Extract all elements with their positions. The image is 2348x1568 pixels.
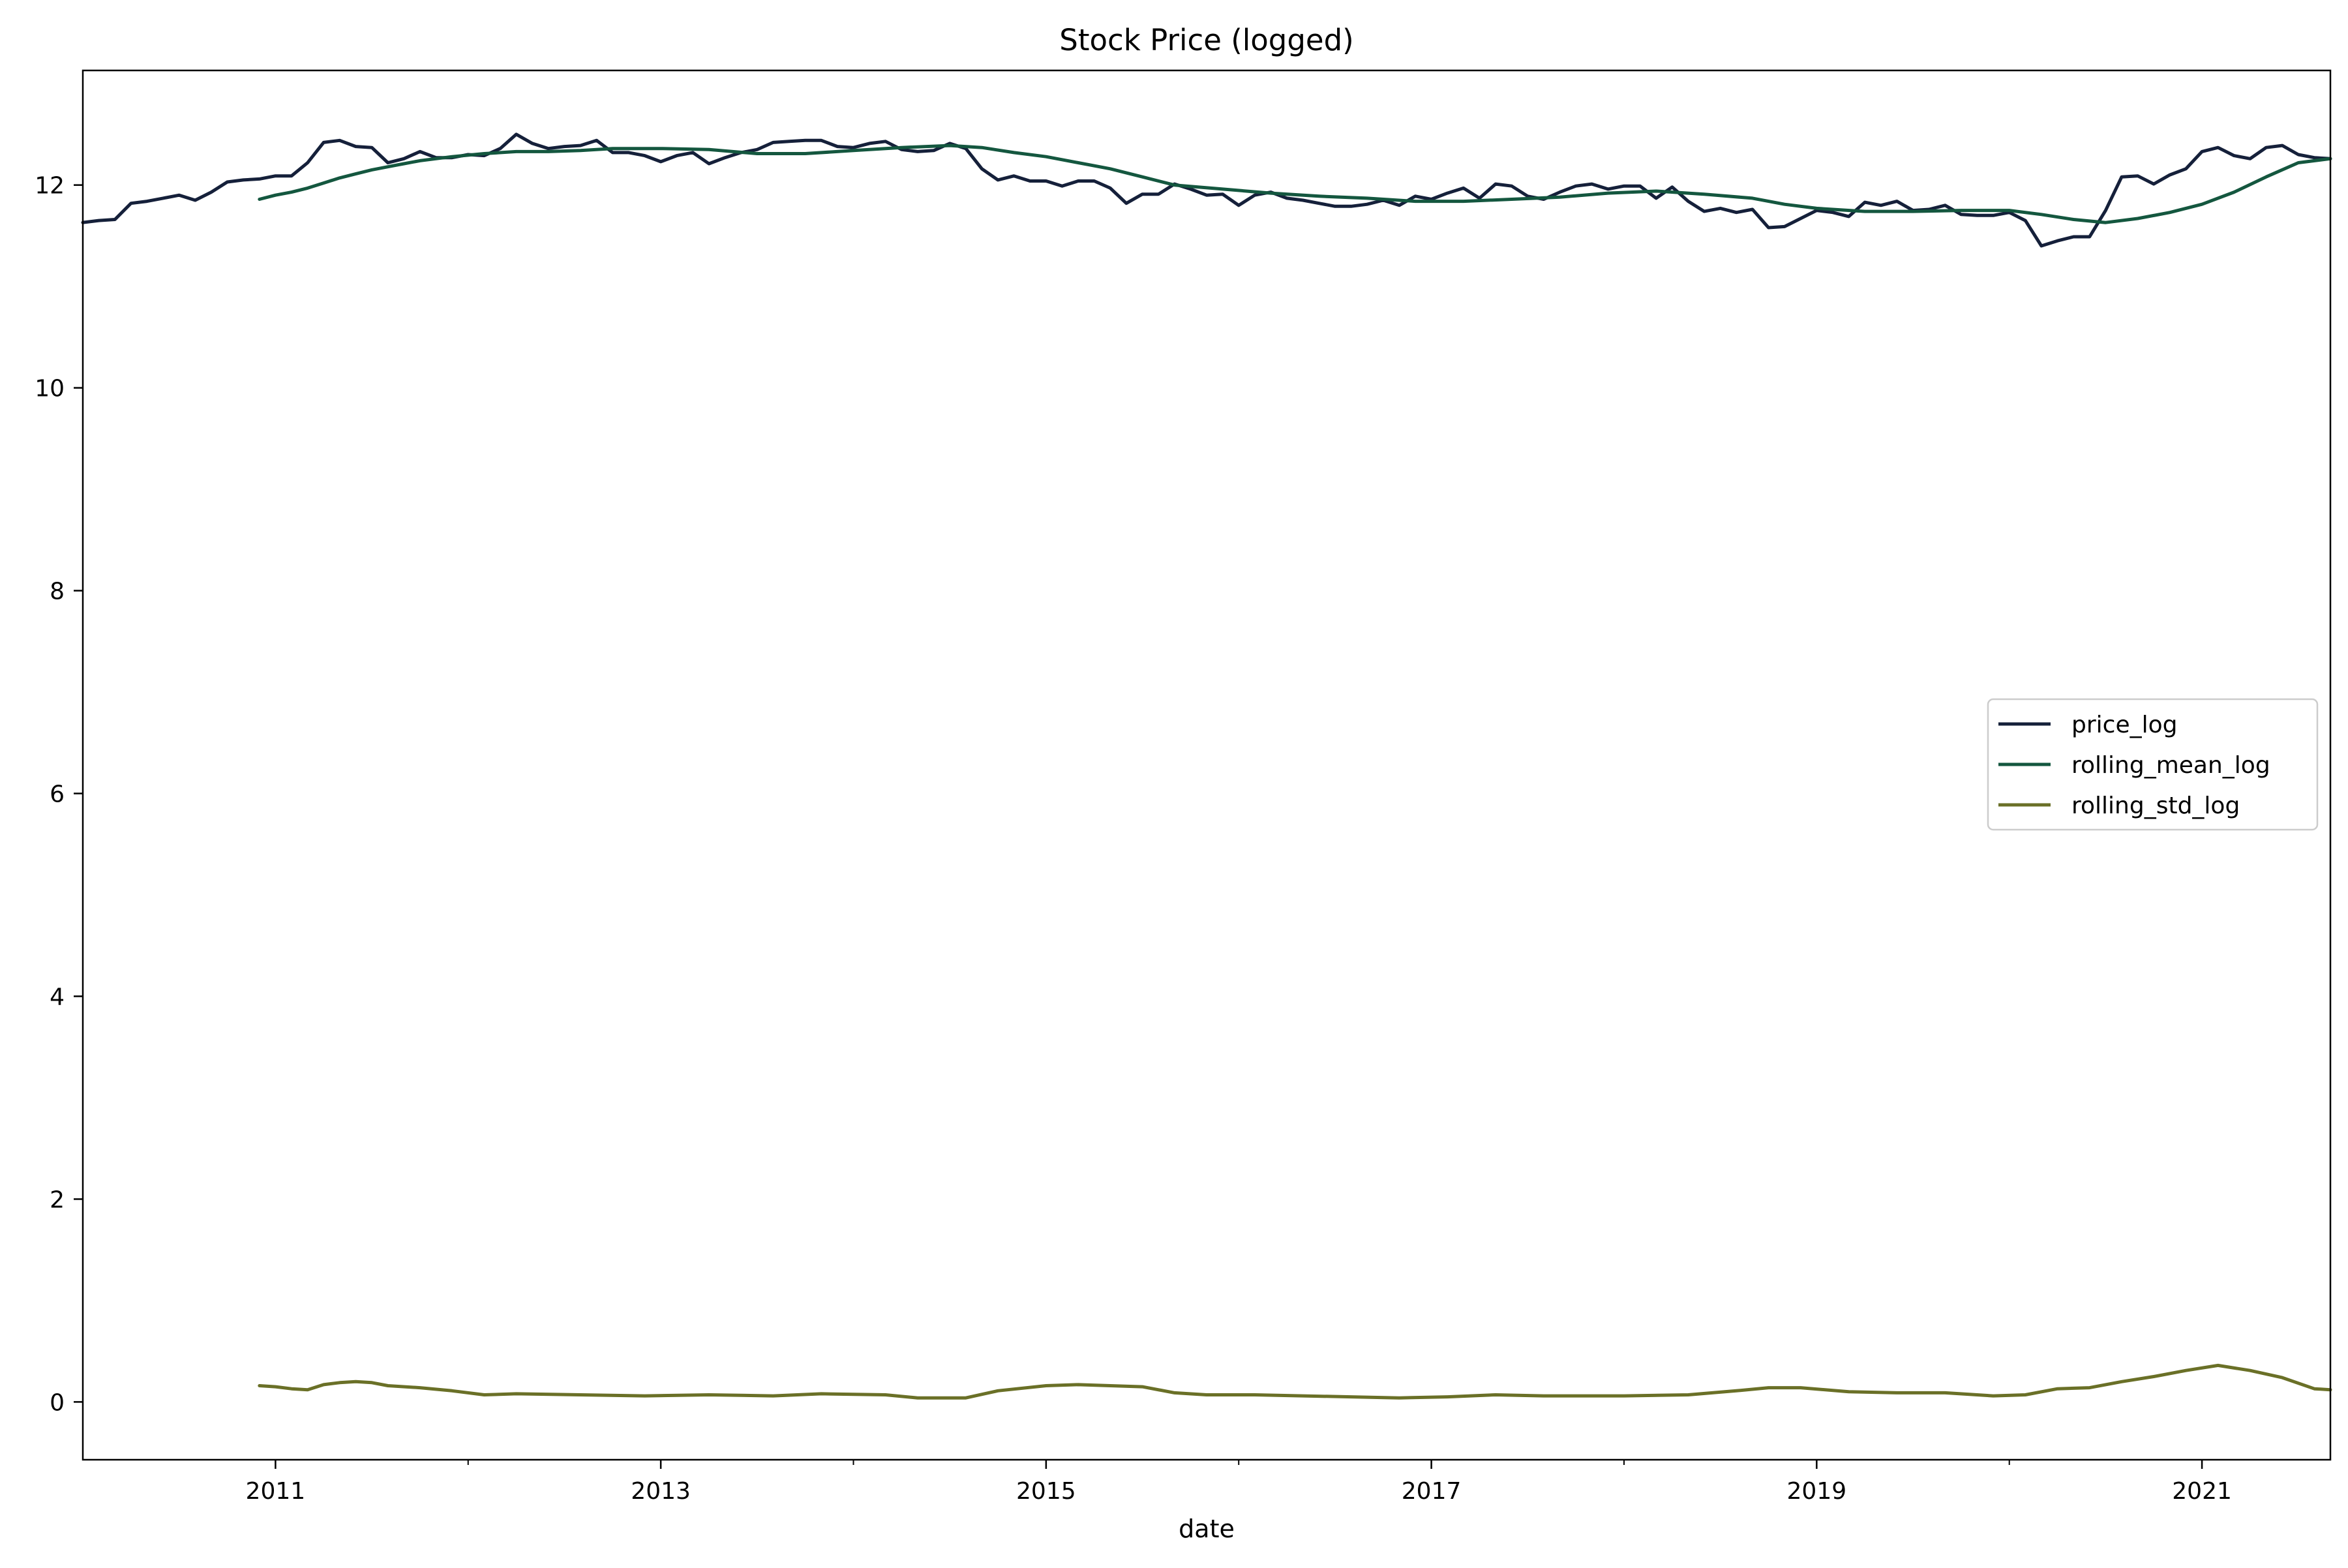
legend-label-rolling-std-log: rolling_std_log xyxy=(2071,792,2240,819)
y-tick-label: 4 xyxy=(50,984,65,1010)
chart-title: Stock Price (logged) xyxy=(1059,23,1353,57)
legend-label-rolling-mean-log: rolling_mean_log xyxy=(2071,752,2270,779)
y-axis: 0 2 4 6 8 10 12 xyxy=(35,173,83,1416)
x-tick-label: 2015 xyxy=(1016,1478,1076,1505)
legend: price_log rolling_mean_log rolling_std_log xyxy=(1987,698,2319,831)
plot-area xyxy=(81,69,2332,1461)
legend-box xyxy=(1987,698,2319,831)
series-line-rolling-std-log xyxy=(258,1363,2332,1400)
x-tick-label: 2011 xyxy=(246,1478,306,1505)
x-tick-label: 2021 xyxy=(2172,1478,2232,1505)
plot-frame xyxy=(82,69,2332,1461)
y-tick-label: 8 xyxy=(50,579,65,605)
series-line-rolling-mean-log xyxy=(258,143,2332,224)
x-axis: 2011 2013 2015 2017 2019 2021 xyxy=(246,1460,2232,1505)
x-tick-label: 2017 xyxy=(1402,1478,1462,1505)
y-tick-label: 6 xyxy=(50,781,65,808)
y-tick-label: 10 xyxy=(35,376,65,402)
x-tick-label: 2013 xyxy=(631,1478,691,1505)
y-tick-label: 2 xyxy=(50,1186,65,1213)
y-tick-label: 12 xyxy=(35,173,65,200)
x-axis-label: date xyxy=(1179,1515,1235,1543)
x-tick-label: 2019 xyxy=(1787,1478,1847,1505)
legend-label-price-log: price_log xyxy=(2071,712,2177,738)
y-tick-label: 0 xyxy=(50,1389,65,1416)
